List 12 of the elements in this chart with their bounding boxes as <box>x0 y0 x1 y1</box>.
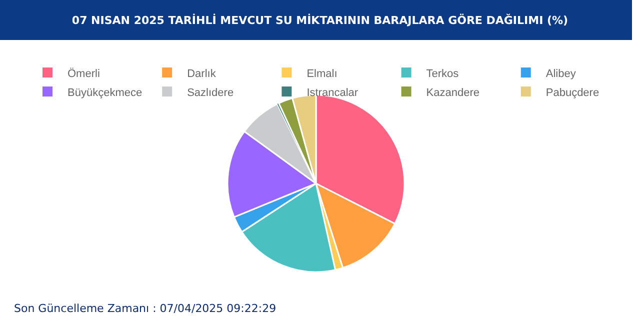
legend-label: Elmalı <box>306 68 338 80</box>
legend-label: Büyükçekmece <box>68 86 142 99</box>
legend-label: Kazandere <box>426 86 480 99</box>
legend-label: Alibey <box>546 68 576 80</box>
text: Son Güncelleme Zamanı : 07/04/2025 09:22:29 <box>14 302 276 315</box>
legend-label: Pabuçdere <box>546 86 600 99</box>
legend-label: Terkos <box>426 68 460 80</box>
legend-label: Sazlıdere <box>187 86 234 99</box>
legend-label: Ömerli <box>68 66 100 80</box>
chart-title: 07 NISAN 2025 TARİHLİ MEVCUT SU MİKTARININ BARAJLARA GÖRE DAĞILIMI (%) <box>72 12 568 27</box>
legend-label: Darlık <box>187 68 216 80</box>
legend-label: Istrancalar <box>306 86 358 99</box>
